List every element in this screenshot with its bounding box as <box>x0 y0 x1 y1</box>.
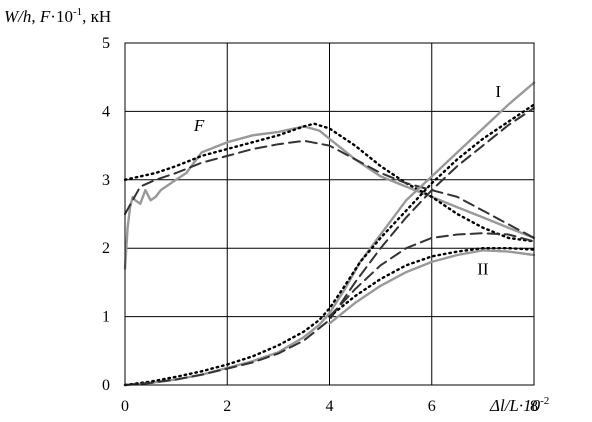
series-line-ii-dashed <box>328 232 535 318</box>
series-line-i-dashed <box>124 107 535 386</box>
x-tick-label-0: 0 <box>121 398 129 415</box>
y-label-f: F <box>39 7 51 26</box>
series-line-f-solid <box>123 125 536 270</box>
series-line-i-dotted <box>123 103 536 387</box>
y-label-sep: , <box>31 7 40 26</box>
series-line-f-dotted <box>123 122 536 243</box>
x-label-main: Δl/L·10 <box>489 396 541 415</box>
y-axis-label: W/h, F·10-1, кН <box>4 6 111 26</box>
y-ticks: 0 1 2 3 4 5 <box>102 35 110 394</box>
plot-frame <box>124 42 535 386</box>
annotation-i: I <box>495 82 501 101</box>
series-line-f-dashed <box>124 139 535 239</box>
y-tick-label-2: 2 <box>102 240 110 257</box>
x-label-exp: -2 <box>540 395 549 407</box>
series-group <box>123 81 536 387</box>
x-axis-label: Δl/L·10-2 <box>489 395 549 415</box>
annotation-ii: II <box>477 260 489 279</box>
y-tick-label-4: 4 <box>102 103 110 120</box>
x-tick-label-6: 6 <box>428 398 436 415</box>
y-tick-label-1: 1 <box>102 309 110 326</box>
grid <box>125 43 534 385</box>
y-label-unit: , кН <box>82 7 111 26</box>
y-tick-label-5: 5 <box>102 35 110 52</box>
x-ticks: 0 2 4 6 8 <box>121 398 538 415</box>
x-tick-label-4: 4 <box>326 398 334 415</box>
y-label-exp: -1 <box>73 6 82 18</box>
annotation-f: F <box>193 116 205 135</box>
y-tick-label-0: 0 <box>102 377 110 394</box>
y-tick-label-3: 3 <box>102 172 110 189</box>
x-tick-label-8: 8 <box>530 398 538 415</box>
series-line-ii-dotted <box>328 246 536 318</box>
y-label-w: W/h <box>4 7 31 26</box>
x-tick-label-2: 2 <box>223 398 231 415</box>
y-label-mult: ·10 <box>50 7 73 26</box>
series-line-ii-solid <box>328 249 536 325</box>
